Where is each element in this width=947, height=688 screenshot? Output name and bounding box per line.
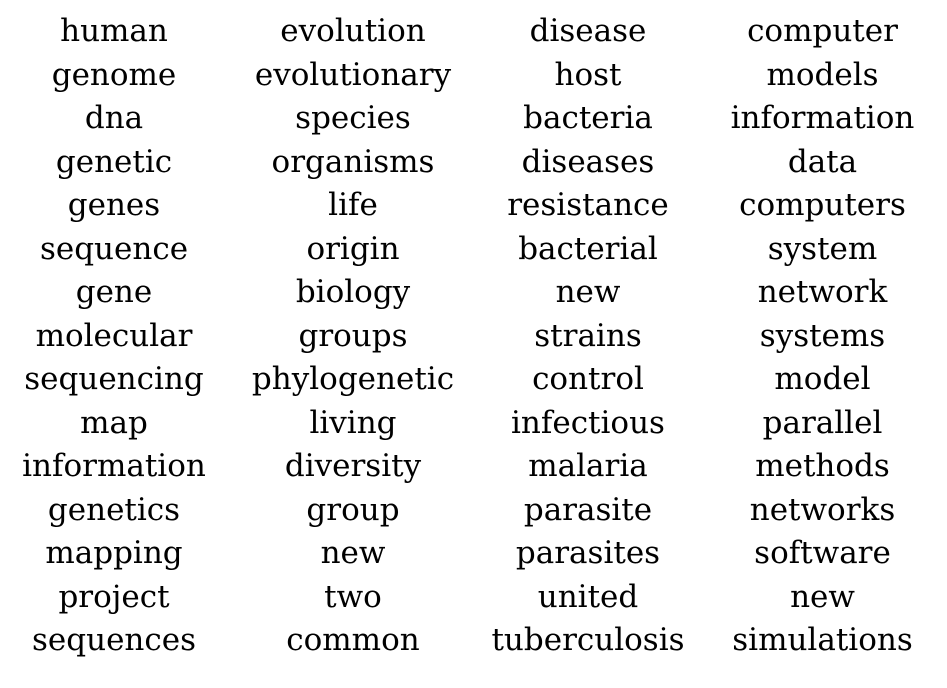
topic-word: living: [309, 404, 397, 441]
topic-word: bacteria: [523, 100, 653, 136]
topic-word: data: [787, 143, 858, 180]
topic-word: genome: [51, 56, 177, 93]
topic-word: parasite: [523, 491, 653, 528]
topic-column-2: evolution evolutionary species organisms…: [228, 10, 478, 663]
topic-column-1: human genome dna genetic genes sequence …: [0, 10, 228, 663]
topic-word: united: [537, 578, 639, 615]
topic-word: computer: [747, 13, 898, 49]
topic-word: sequence: [39, 230, 189, 267]
topic-word: map: [80, 404, 148, 441]
topic-word: human: [60, 13, 168, 49]
topic-word: two: [324, 578, 382, 615]
topic-word: diversity: [284, 448, 422, 484]
topic-word: resistance: [507, 187, 669, 223]
topic-word: molecular: [35, 317, 193, 354]
topic-word: evolutionary: [254, 56, 452, 93]
topic-word-table: human genome dna genetic genes sequence …: [0, 10, 947, 663]
topic-word: evolution: [280, 13, 426, 49]
topic-word: species: [295, 100, 411, 136]
topic-word: information: [22, 448, 206, 484]
topic-word: group: [306, 491, 400, 528]
topic-word: new: [790, 578, 855, 615]
topic-word: network: [757, 274, 888, 310]
topic-word: infectious: [511, 404, 665, 441]
topic-word: control: [532, 361, 644, 397]
topic-word: organisms: [271, 143, 435, 180]
topic-word: information: [730, 100, 915, 136]
topic-word: methods: [755, 448, 890, 484]
topic-word: networks: [749, 491, 896, 528]
topic-word: new: [555, 274, 621, 310]
topic-column-3: disease host bacteria diseases resistanc…: [478, 10, 698, 663]
topic-word: sequencing: [24, 361, 204, 397]
topic-word: project: [58, 578, 170, 615]
topic-word: computers: [739, 187, 906, 223]
topic-word: simulations: [732, 622, 913, 658]
topic-word: parallel: [762, 404, 883, 441]
topic-word: models: [766, 56, 879, 93]
topic-word: origin: [306, 230, 400, 267]
topic-word: host: [554, 56, 622, 93]
topic-word: biology: [295, 274, 411, 310]
topic-word: disease: [529, 13, 647, 49]
topic-word: strains: [534, 317, 642, 354]
topic-word: genes: [67, 187, 161, 223]
topic-word: mapping: [45, 535, 183, 571]
topic-word: sequences: [32, 622, 196, 658]
topic-word: systems: [759, 317, 886, 354]
topic-word: phylogenetic: [251, 361, 455, 397]
topic-word: new: [320, 535, 386, 571]
topic-column-4: computer models information data compute…: [698, 10, 947, 663]
topic-word: model: [774, 361, 871, 397]
topic-word: software: [754, 535, 891, 571]
topic-word: diseases: [521, 143, 655, 180]
topic-word: gene: [75, 274, 153, 310]
topic-word: malaria: [528, 448, 648, 484]
topic-word: system: [767, 230, 878, 267]
topic-word: bacterial: [518, 230, 658, 267]
topic-word: tuberculosis: [491, 622, 685, 658]
topic-word: life: [328, 187, 378, 223]
topic-word: genetics: [47, 491, 181, 528]
topic-word: groups: [298, 317, 408, 354]
topic-word: common: [286, 622, 420, 658]
topic-word: parasites: [515, 535, 661, 571]
topic-word: genetic: [55, 143, 173, 180]
topic-word: dna: [84, 100, 144, 136]
